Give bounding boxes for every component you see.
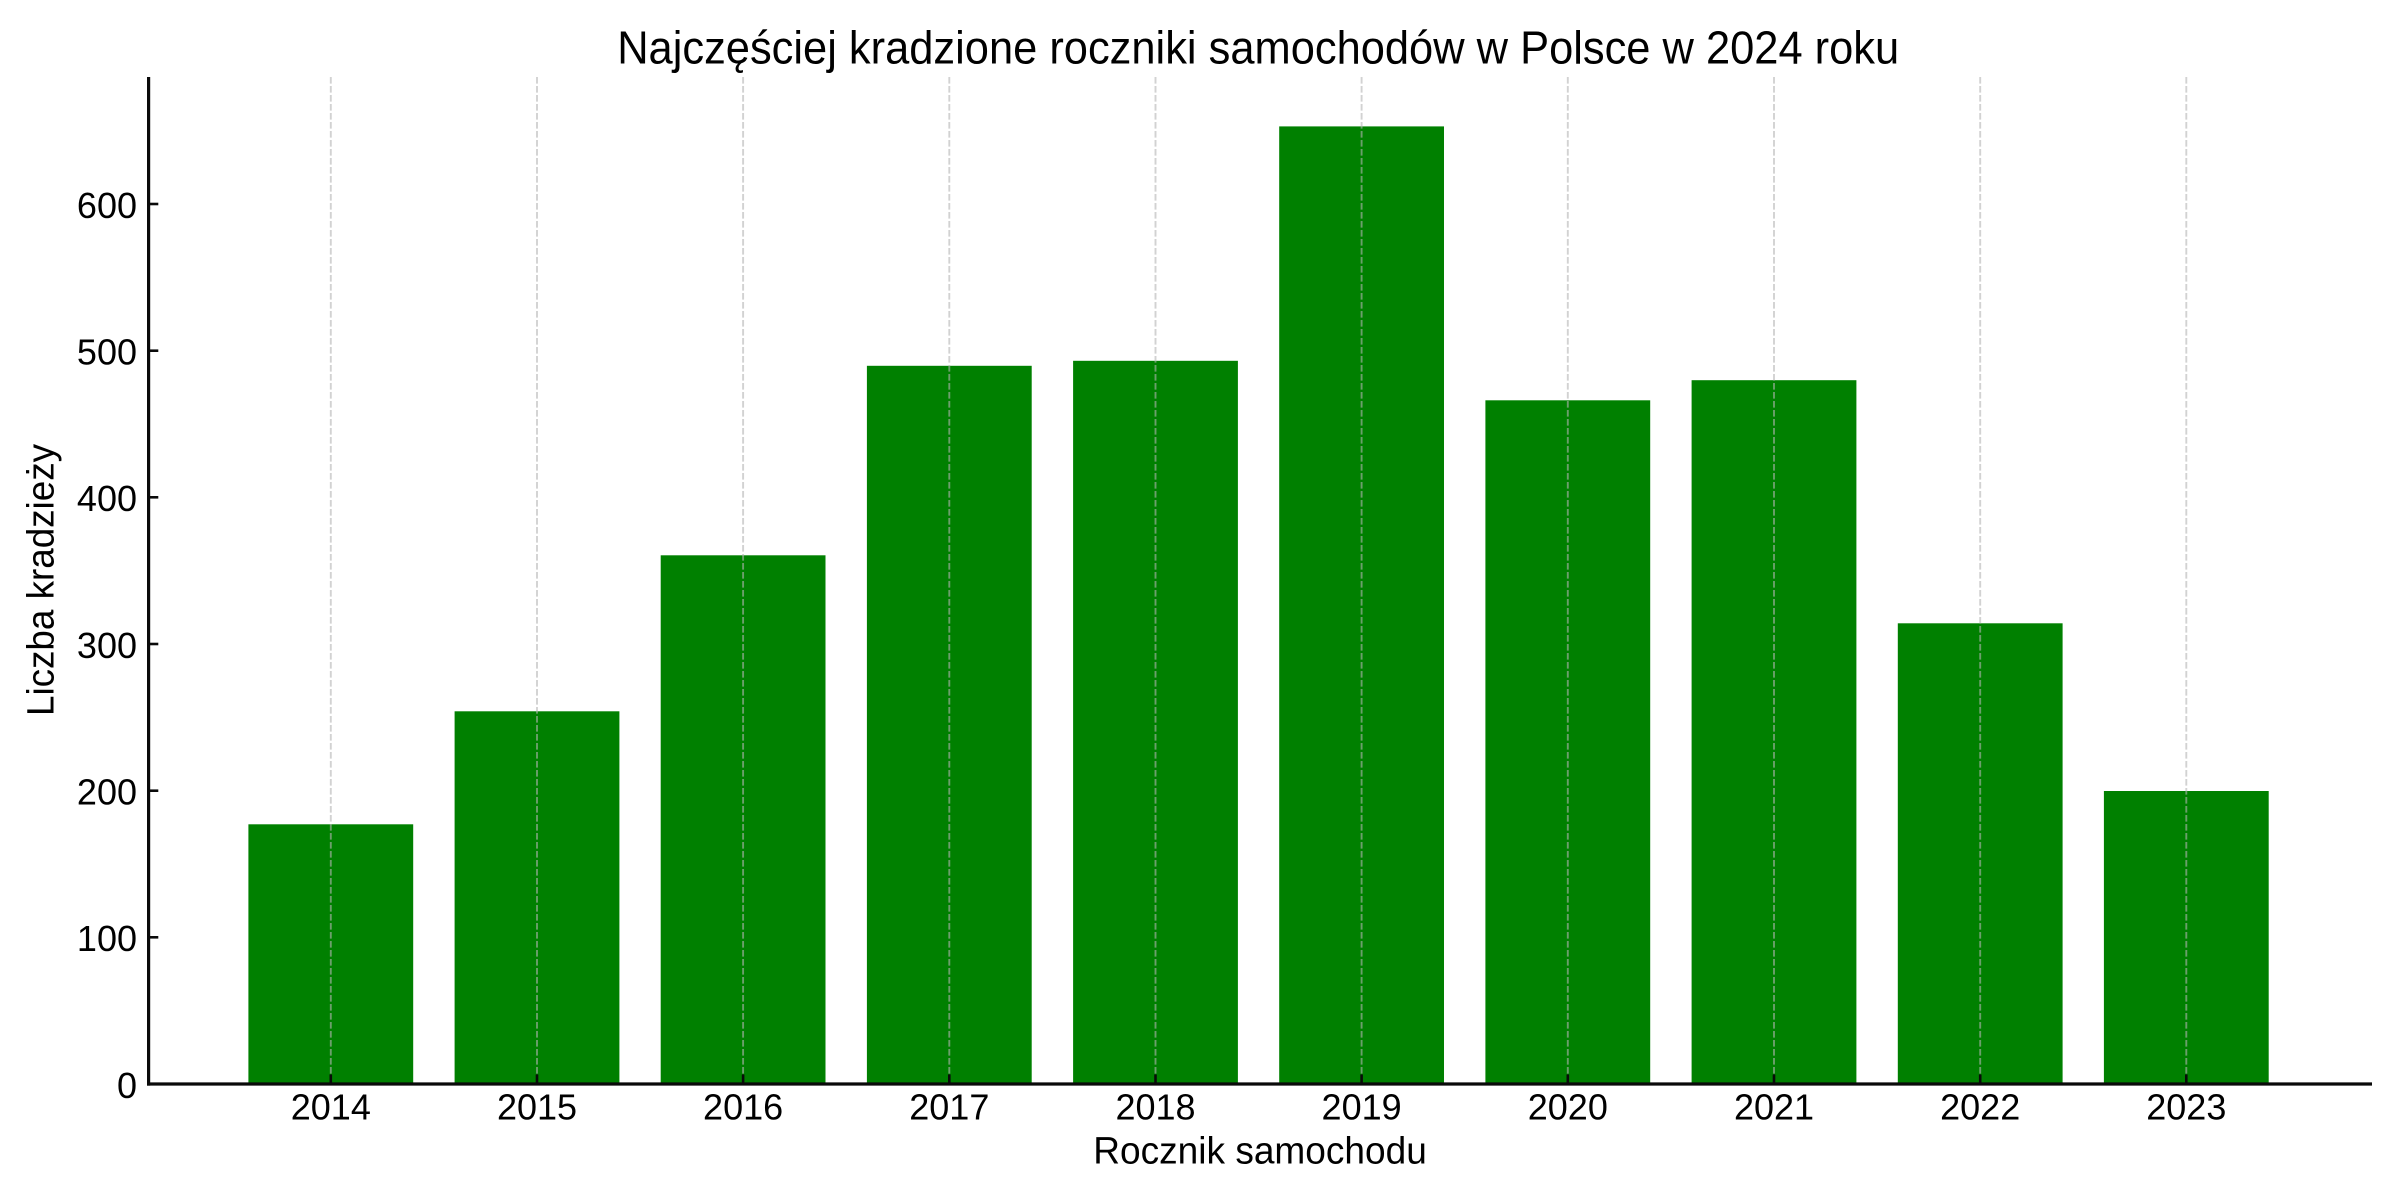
svg-text:500: 500 <box>77 332 137 373</box>
svg-text:2019: 2019 <box>1322 1087 1402 1128</box>
svg-text:2017: 2017 <box>909 1087 989 1128</box>
svg-text:2021: 2021 <box>1734 1087 1814 1128</box>
svg-text:2016: 2016 <box>703 1087 783 1128</box>
svg-text:Najczęściej kradzione roczniki: Najczęściej kradzione roczniki samochodó… <box>617 22 1899 74</box>
svg-text:Rocznik samochodu: Rocznik samochodu <box>1093 1131 1427 1173</box>
svg-text:2020: 2020 <box>1528 1087 1608 1128</box>
svg-text:Liczba kradzieży: Liczba kradzieży <box>21 444 63 716</box>
svg-text:2023: 2023 <box>2146 1087 2226 1128</box>
svg-text:200: 200 <box>77 772 137 813</box>
svg-text:2015: 2015 <box>497 1087 577 1128</box>
svg-text:400: 400 <box>77 478 137 519</box>
svg-text:600: 600 <box>77 185 137 226</box>
svg-text:0: 0 <box>117 1065 137 1106</box>
svg-text:2022: 2022 <box>1940 1087 2020 1128</box>
svg-text:2014: 2014 <box>291 1087 371 1128</box>
svg-text:2018: 2018 <box>1115 1087 1195 1128</box>
svg-text:100: 100 <box>77 918 137 959</box>
svg-text:300: 300 <box>77 625 137 666</box>
